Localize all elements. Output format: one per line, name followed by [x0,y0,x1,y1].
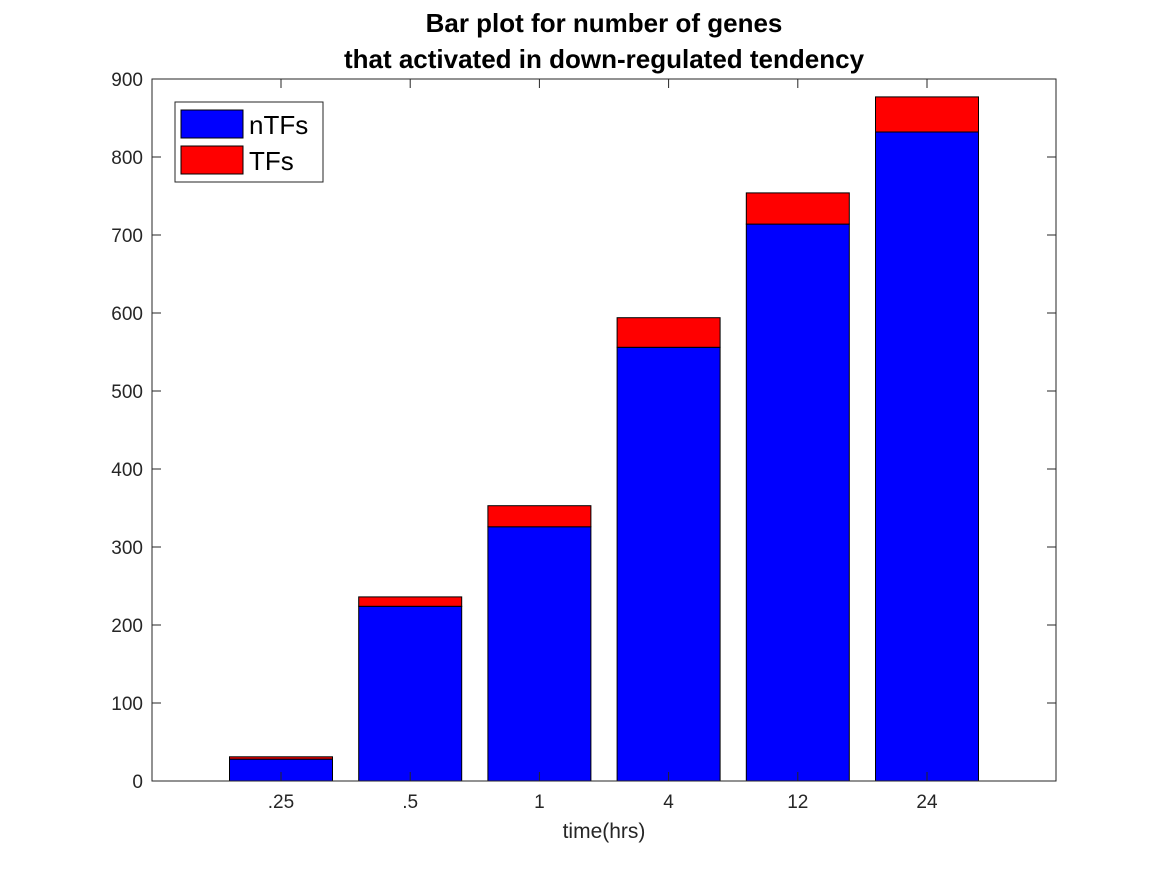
bar-ntfs-1 [358,605,463,782]
chart-title-line-1: Bar plot for number of genes [426,8,783,38]
x-tick-label: .5 [402,792,418,813]
bar-ntfs-4 [745,223,850,782]
x-axis-label: time(hrs) [563,820,646,843]
x-tick-label: 1 [534,792,545,813]
y-tick-label: 0 [132,772,143,793]
bars-layer [229,96,979,782]
x-tick-label: .25 [268,792,294,813]
legend-label-ntfs: nTFs [249,110,308,140]
bar-tfs-0 [229,756,333,760]
legend-label-tfs: TFs [249,146,294,176]
y-tick-label: 600 [111,304,143,325]
bar-tfs-5 [875,96,979,133]
axes-box [151,78,1057,782]
x-tick-label: 12 [787,792,808,813]
legend-swatch-ntfs [180,109,244,139]
y-tick-label: 300 [111,538,143,559]
plot-area [151,78,1057,782]
x-tick-label: 4 [663,792,674,813]
legend: nTFs TFs [174,101,324,183]
y-tick-label: 900 [111,70,143,91]
x-tick-labels: .25 .5 1 4 12 24 [268,792,938,813]
y-tick-label: 100 [111,694,143,715]
bar-tfs-1 [358,596,463,607]
bar-ntfs-3 [616,346,721,782]
y-tick-label: 400 [111,460,143,481]
y-tick-label: 800 [111,148,143,169]
y-tick-label: 200 [111,616,143,637]
legend-swatch-tfs [180,145,244,175]
ticks-layer [152,78,1056,782]
y-tick-label: 500 [111,382,143,403]
chart-title-line-2: that activated in down-regulated tendenc… [344,44,865,74]
bar-ntfs-2 [487,526,592,782]
bar-tfs-3 [616,317,721,348]
bar-tfs-2 [487,505,592,528]
y-tick-labels: 0 100 200 300 400 500 600 700 800 900 [111,70,143,793]
y-tick-label: 700 [111,226,143,247]
bar-ntfs-5 [875,131,979,782]
bar-tfs-4 [745,192,850,225]
x-tick-label: 24 [916,792,938,813]
